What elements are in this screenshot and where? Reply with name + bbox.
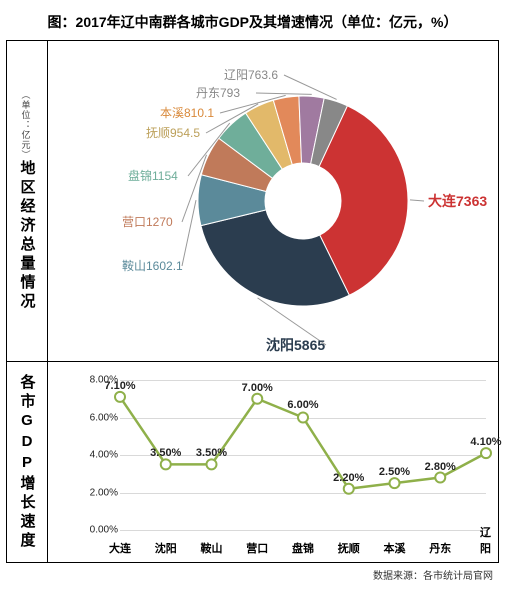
donut-label: 盘锦1154: [128, 170, 178, 182]
line-side-main: 各市GDP增长速度: [17, 374, 38, 551]
donut-side-label: （单位：亿元） 地区经济总量情况: [7, 41, 48, 361]
data-source: 数据来源：各市统计局官网: [6, 563, 499, 582]
point-label: 3.50%: [150, 448, 181, 460]
x-tick-label: 丹东: [429, 540, 451, 556]
donut-chart: 大连7363 沈阳5865 鞍山1602.1 营口1270 盘锦1154 抚顺954.5 本…: [48, 41, 498, 361]
point-label: 2.20%: [333, 472, 364, 484]
line-marker: [115, 392, 125, 402]
donut-label: 丹东793: [196, 87, 240, 99]
point-label: 7.10%: [104, 380, 135, 392]
donut-label: 大连7363: [428, 194, 487, 208]
line-cell: 0.00%2.00%4.00%6.00%8.00%7.10%大连3.50%沈阳3…: [48, 362, 498, 562]
point-label: 3.50%: [196, 448, 227, 460]
x-tick-label: 营口: [246, 540, 268, 556]
x-tick-label: 辽阳: [480, 524, 492, 556]
donut-label: 沈阳5865: [266, 338, 325, 352]
x-tick-label: 本溪: [384, 540, 406, 556]
line-marker: [390, 478, 400, 488]
line-marker: [344, 484, 354, 494]
x-tick-label: 大连: [109, 540, 131, 556]
line-chart: 0.00%2.00%4.00%6.00%8.00%7.10%大连3.50%沈阳3…: [48, 362, 498, 562]
point-label: 2.80%: [425, 461, 456, 473]
donut-side-unit: （单位：亿元）: [20, 90, 33, 160]
line-marker: [161, 459, 171, 469]
point-label: 7.00%: [242, 382, 273, 394]
x-tick-label: 抚顺: [338, 540, 360, 556]
point-label: 6.00%: [287, 399, 318, 411]
donut-label: 鞍山1602.1: [122, 260, 183, 272]
point-label: 2.50%: [379, 466, 410, 478]
point-label: 4.10%: [470, 436, 501, 448]
line-side-label: 各市GDP增长速度: [7, 362, 48, 562]
figure-title: 图：2017年辽中南群各城市GDP及其增速情况（单位：亿元，%）: [6, 6, 499, 40]
figure-frame: （单位：亿元） 地区经济总量情况 大连7363 沈阳5865 鞍山1602.1 营口1…: [6, 40, 499, 563]
donut-label: 本溪810.1: [160, 107, 214, 119]
line-marker: [252, 394, 262, 404]
line-row: 各市GDP增长速度 0.00%2.00%4.00%6.00%8.00%7.10%…: [7, 362, 498, 562]
donut-cell: 大连7363 沈阳5865 鞍山1602.1 营口1270 盘锦1154 抚顺954.5 本…: [48, 41, 498, 361]
line-marker: [481, 448, 491, 458]
line-marker: [298, 413, 308, 423]
donut-label: 营口1270: [122, 216, 173, 228]
line-marker: [435, 473, 445, 483]
donut-label: 抚顺954.5: [146, 127, 200, 139]
x-tick-label: 盘锦: [292, 540, 314, 556]
line-marker: [207, 459, 217, 469]
x-tick-label: 鞍山: [201, 540, 223, 556]
donut-row: （单位：亿元） 地区经济总量情况 大连7363 沈阳5865 鞍山1602.1 营口1…: [7, 41, 498, 362]
donut-side-main: 地区经济总量情况: [17, 160, 38, 312]
figure-root: 图：2017年辽中南群各城市GDP及其增速情况（单位：亿元，%） （单位：亿元）…: [0, 0, 505, 588]
donut-label: 辽阳763.6: [224, 69, 278, 81]
x-tick-label: 沈阳: [155, 540, 177, 556]
